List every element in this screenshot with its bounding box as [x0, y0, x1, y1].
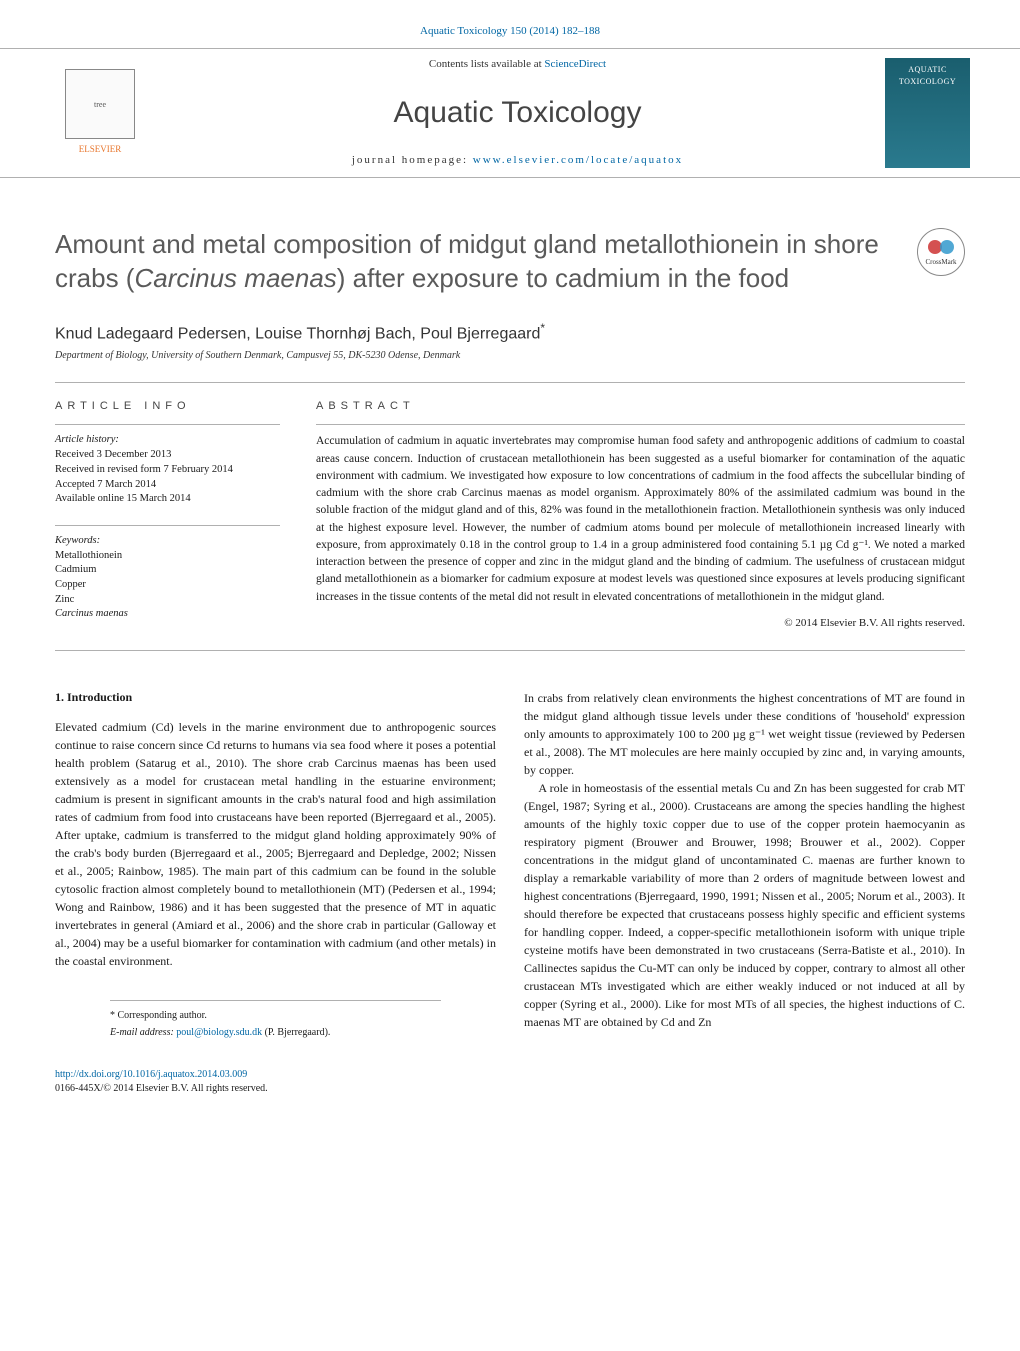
body-columns: 1. Introduction Elevated cadmium (Cd) le…	[0, 661, 1020, 1060]
keyword: Carcinus maenas	[55, 607, 280, 622]
divider	[55, 650, 965, 651]
masthead-center: Contents lists available at ScienceDirec…	[150, 57, 885, 168]
corresponding-author-footer: * Corresponding author. E-mail address: …	[110, 1000, 441, 1040]
divider	[55, 382, 965, 383]
body-paragraph: A role in homeostasis of the essential m…	[524, 779, 965, 1031]
corresponding-marker: *	[540, 321, 545, 335]
article-info-label: article info	[55, 399, 280, 415]
history-item: Received in revised form 7 February 2014	[55, 463, 280, 478]
contents-available-line: Contents lists available at ScienceDirec…	[150, 57, 885, 73]
abstract-copyright: © 2014 Elsevier B.V. All rights reserved…	[316, 616, 965, 632]
journal-homepage-link[interactable]: www.elsevier.com/locate/aquatox	[473, 154, 683, 166]
elsevier-tree-icon: tree	[65, 69, 135, 139]
body-paragraph: In crabs from relatively clean environme…	[524, 689, 965, 779]
meta-abstract-row: article info Article history: Received 3…	[0, 393, 1020, 641]
keywords-heading: Keywords:	[55, 534, 280, 549]
masthead: tree ELSEVIER Contents lists available a…	[0, 48, 1020, 178]
issn-line: 0166-445X/© 2014 Elsevier B.V. All right…	[55, 1083, 268, 1094]
history-item: Available online 15 March 2014	[55, 492, 280, 507]
article-title: Amount and metal composition of midgut g…	[55, 228, 897, 296]
journal-name: Aquatic Toxicology	[150, 91, 885, 135]
abstract-text: Accumulation of cadmium in aquatic inver…	[316, 424, 965, 606]
keyword: Metallothionein	[55, 549, 280, 564]
journal-cover-thumbnail: AQUATIC TOXICOLOGY	[885, 58, 970, 168]
publisher-logo: tree ELSEVIER	[50, 69, 150, 156]
keyword: Zinc	[55, 593, 280, 608]
history-heading: Article history:	[55, 433, 280, 448]
body-paragraph: Elevated cadmium (Cd) levels in the mari…	[55, 718, 496, 970]
abstract-column: abstract Accumulation of cadmium in aqua…	[316, 399, 965, 641]
section-heading: 1. Introduction	[55, 689, 496, 706]
keyword: Copper	[55, 578, 280, 593]
journal-homepage-line: journal homepage: www.elsevier.com/locat…	[150, 153, 885, 169]
doi-footer: http://dx.doi.org/10.1016/j.aquatox.2014…	[0, 1060, 1020, 1126]
author-list: Knud Ladegaard Pedersen, Louise Thornhøj…	[0, 306, 1020, 350]
article-head: Amount and metal composition of midgut g…	[0, 178, 1020, 306]
body-column-right: In crabs from relatively clean environme…	[524, 689, 965, 1060]
article-history: Article history: Received 3 December 201…	[55, 424, 280, 506]
history-item: Received 3 December 2013	[55, 448, 280, 463]
citation-text: Aquatic Toxicology 150 (2014) 182–188	[420, 25, 600, 37]
corr-email-line: E-mail address: poul@biology.sdu.dk (P. …	[110, 1026, 441, 1041]
crossmark-icon	[927, 237, 955, 257]
sciencedirect-link[interactable]: ScienceDirect	[544, 58, 606, 70]
history-item: Accepted 7 March 2014	[55, 478, 280, 493]
abstract-label: abstract	[316, 399, 965, 415]
doi-link[interactable]: http://dx.doi.org/10.1016/j.aquatox.2014…	[55, 1069, 247, 1080]
running-header: Aquatic Toxicology 150 (2014) 182–188	[0, 0, 1020, 48]
corr-author-label: * Corresponding author.	[110, 1009, 441, 1024]
affiliation: Department of Biology, University of Sou…	[0, 349, 1020, 372]
crossmark-badge[interactable]: CrossMark	[917, 228, 965, 276]
article-info-column: article info Article history: Received 3…	[55, 399, 280, 641]
publisher-name: ELSEVIER	[50, 143, 150, 156]
cover-label: AQUATIC TOXICOLOGY	[887, 64, 968, 87]
corr-email-link[interactable]: poul@biology.sdu.dk	[176, 1027, 262, 1038]
keyword: Cadmium	[55, 563, 280, 578]
body-column-left: 1. Introduction Elevated cadmium (Cd) le…	[55, 689, 496, 1060]
keywords-block: Keywords: Metallothionein Cadmium Copper…	[55, 525, 280, 622]
